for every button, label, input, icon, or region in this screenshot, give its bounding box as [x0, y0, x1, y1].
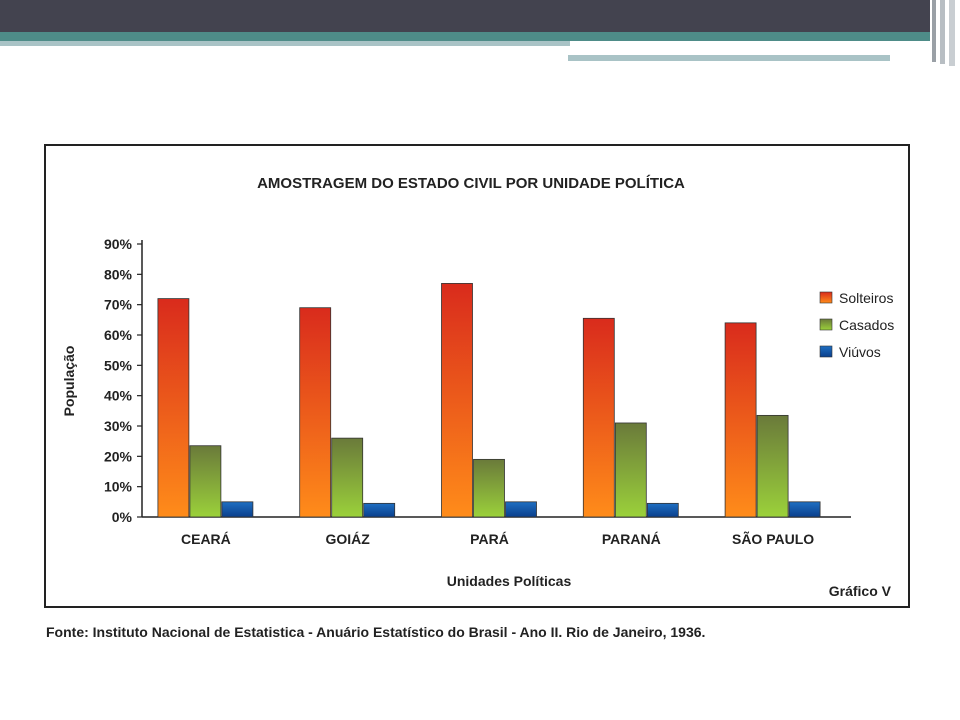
plot-area: 0% 10% 20% 30% 40% 50% 60% 70% 80% 90% CEARÁ GOIÁZ P…	[104, 236, 851, 547]
header-light-bar-2	[568, 55, 890, 61]
y-tick-label: 70%	[104, 297, 133, 313]
chart-title: AMOSTRAGEM DO ESTADO CIVIL POR UNIDADE P…	[257, 175, 685, 192]
y-tick-label: 20%	[104, 448, 133, 464]
x-tick-label: CEARÁ	[181, 531, 231, 547]
x-tick-label: PARÁ	[470, 531, 509, 547]
x-tick-label: GOIÁZ	[326, 531, 371, 547]
bar-solteiros-0	[157, 298, 190, 518]
bar-solteiros-1	[299, 307, 332, 518]
header-dark-bar	[0, 0, 930, 32]
legend: Solteiros Casados Viúvos	[819, 290, 894, 360]
bar-casados-0	[189, 445, 222, 518]
y-tick-label: 0%	[112, 509, 133, 525]
y-tick-label: 30%	[104, 418, 133, 434]
header-white-line	[568, 50, 888, 52]
x-tick-label: SÃO PAULO	[732, 530, 814, 547]
source-note: Fonte: Instituto Nacional de Estatistica…	[46, 624, 706, 640]
y-tick-label: 60%	[104, 327, 133, 343]
legend-label: Viúvos	[839, 344, 881, 360]
bar-viúvos-1	[363, 502, 396, 518]
header-teal-bar	[0, 32, 930, 41]
x-axis-label: Unidades Políticas	[447, 573, 572, 589]
bar-solteiros-3	[582, 317, 615, 518]
y-tick-label: 10%	[104, 479, 133, 495]
bar-casados-3	[614, 422, 647, 518]
legend-label: Solteiros	[839, 290, 893, 306]
bar-chart: AMOSTRAGEM DO ESTADO CIVIL POR UNIDADE P…	[61, 175, 894, 599]
y-tick-label: 80%	[104, 266, 133, 282]
bar-casados-4	[756, 414, 789, 518]
bar-viúvos-3	[646, 502, 679, 518]
header-light-bar	[0, 41, 570, 46]
bar-casados-1	[331, 437, 364, 518]
bar-solteiros-2	[441, 283, 473, 518]
y-tick-label: 50%	[104, 357, 133, 373]
bar-viúvos-0	[221, 501, 254, 518]
header-right-stripe-1	[932, 0, 936, 62]
y-axis-label: População	[61, 346, 77, 417]
bar-viúvos-2	[505, 501, 537, 518]
header-right-stripe-3	[949, 0, 955, 66]
header-right-stripe-2	[940, 0, 945, 64]
bar-casados-2	[473, 458, 505, 518]
slide-header-band	[0, 0, 955, 66]
y-tick-label: 90%	[104, 236, 133, 252]
chart-frame: AMOSTRAGEM DO ESTADO CIVIL POR UNIDADE P…	[44, 144, 910, 608]
legend-swatch	[819, 318, 833, 331]
legend-label: Casados	[839, 317, 894, 333]
y-tick-label: 40%	[104, 388, 133, 404]
bar-solteiros-4	[724, 322, 757, 518]
legend-swatch	[819, 345, 833, 358]
figure-label: Gráfico V	[829, 583, 892, 599]
x-tick-label: PARANÁ	[602, 531, 661, 547]
bar-viúvos-4	[788, 501, 821, 518]
legend-swatch	[819, 291, 833, 304]
